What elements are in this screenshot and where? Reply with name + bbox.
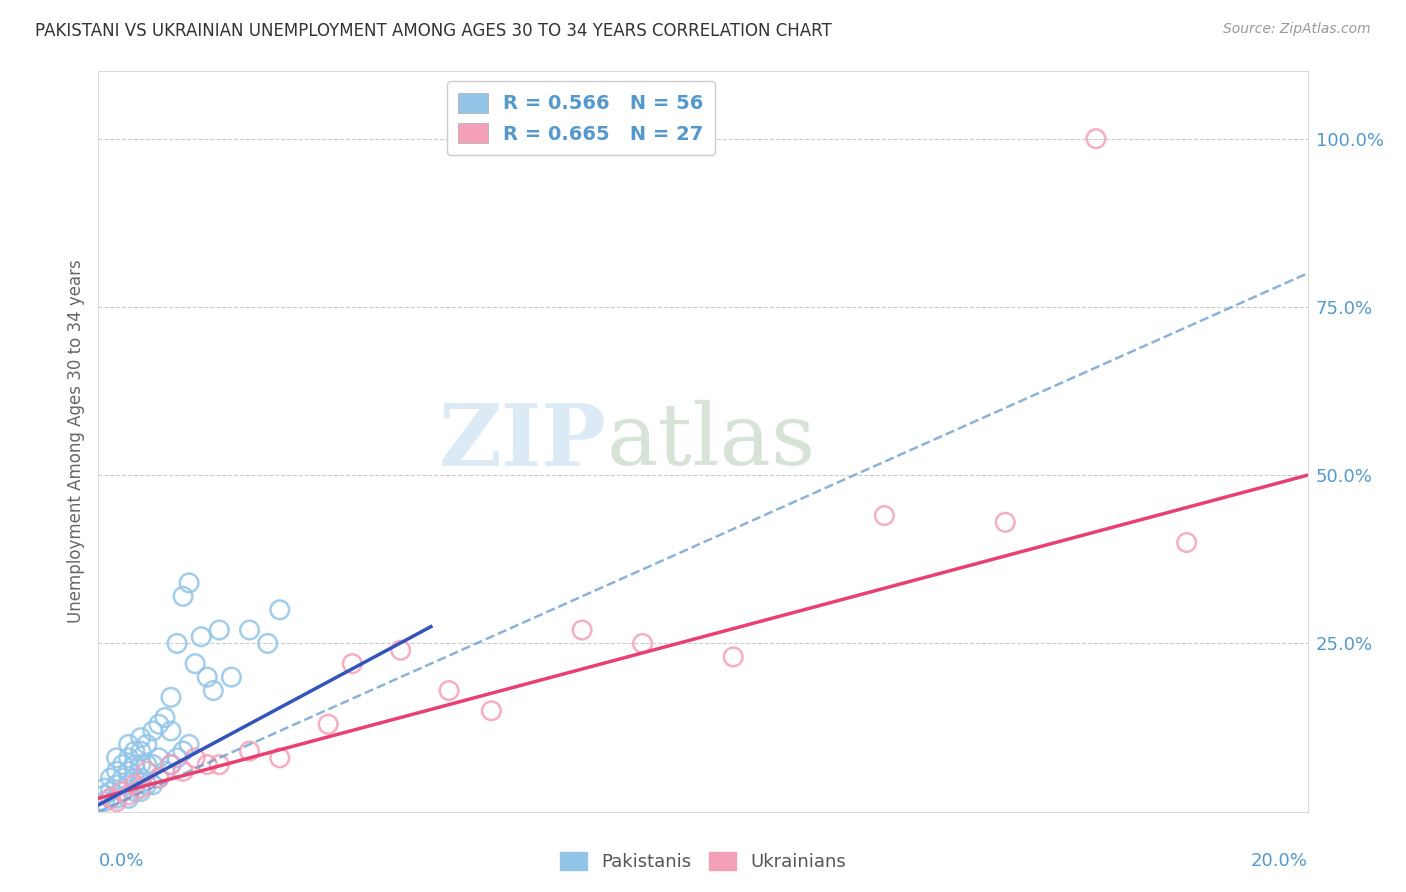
Point bbox=[142, 723, 165, 738]
Point bbox=[160, 757, 183, 772]
Point bbox=[118, 791, 141, 805]
Point bbox=[184, 657, 207, 671]
Point bbox=[124, 757, 146, 772]
Point bbox=[631, 636, 654, 650]
Point bbox=[269, 603, 291, 617]
Point bbox=[202, 683, 225, 698]
Point bbox=[111, 784, 134, 798]
Point bbox=[118, 738, 141, 752]
Point bbox=[172, 744, 194, 758]
Point bbox=[148, 717, 170, 731]
Point bbox=[571, 623, 593, 637]
Point bbox=[208, 623, 231, 637]
Point bbox=[129, 781, 152, 796]
Point bbox=[195, 670, 218, 684]
Point bbox=[148, 751, 170, 765]
Point bbox=[160, 690, 183, 705]
Y-axis label: Unemployment Among Ages 30 to 34 years: Unemployment Among Ages 30 to 34 years bbox=[66, 260, 84, 624]
Point bbox=[118, 778, 141, 792]
Point bbox=[148, 771, 170, 785]
Point bbox=[105, 795, 128, 809]
Point bbox=[179, 738, 201, 752]
Point bbox=[118, 751, 141, 765]
Point bbox=[129, 784, 152, 798]
Point bbox=[105, 791, 128, 805]
Point bbox=[316, 717, 339, 731]
Point bbox=[184, 751, 207, 765]
Point bbox=[93, 795, 115, 809]
Point bbox=[93, 781, 115, 796]
Legend: R = 0.566   N = 56, R = 0.665   N = 27: R = 0.566 N = 56, R = 0.665 N = 27 bbox=[447, 81, 716, 155]
Point bbox=[142, 778, 165, 792]
Point bbox=[342, 657, 364, 671]
Point bbox=[153, 710, 176, 724]
Point bbox=[111, 784, 134, 798]
Point bbox=[208, 757, 231, 772]
Point bbox=[994, 516, 1017, 530]
Point bbox=[221, 670, 243, 684]
Point bbox=[172, 764, 194, 779]
Point bbox=[124, 778, 146, 792]
Point bbox=[166, 636, 188, 650]
Point bbox=[190, 630, 212, 644]
Point bbox=[100, 771, 122, 785]
Point bbox=[135, 757, 157, 772]
Point bbox=[481, 704, 503, 718]
Point bbox=[135, 778, 157, 792]
Point bbox=[129, 731, 152, 745]
Point bbox=[195, 757, 218, 772]
Point bbox=[172, 590, 194, 604]
Point bbox=[437, 683, 460, 698]
Point bbox=[124, 771, 146, 785]
Point bbox=[166, 751, 188, 765]
Text: PAKISTANI VS UKRAINIAN UNEMPLOYMENT AMONG AGES 30 TO 34 YEARS CORRELATION CHART: PAKISTANI VS UKRAINIAN UNEMPLOYMENT AMON… bbox=[35, 22, 832, 40]
Point bbox=[239, 623, 262, 637]
Text: atlas: atlas bbox=[606, 400, 815, 483]
Point bbox=[256, 636, 278, 650]
Point bbox=[135, 764, 157, 779]
Point bbox=[111, 757, 134, 772]
Point bbox=[148, 771, 170, 785]
Point bbox=[1175, 535, 1198, 549]
Point bbox=[111, 771, 134, 785]
Point bbox=[100, 791, 122, 805]
Point bbox=[179, 575, 201, 590]
Point bbox=[269, 751, 291, 765]
Point bbox=[160, 757, 183, 772]
Point bbox=[129, 744, 152, 758]
Point bbox=[118, 764, 141, 779]
Point bbox=[160, 723, 183, 738]
Text: 20.0%: 20.0% bbox=[1251, 853, 1308, 871]
Point bbox=[1085, 131, 1108, 145]
Text: 0.0%: 0.0% bbox=[98, 853, 143, 871]
Point bbox=[124, 784, 146, 798]
Text: ZIP: ZIP bbox=[439, 400, 606, 483]
Legend: Pakistanis, Ukrainians: Pakistanis, Ukrainians bbox=[553, 845, 853, 879]
Point bbox=[124, 744, 146, 758]
Point bbox=[135, 738, 157, 752]
Point bbox=[389, 643, 412, 657]
Point bbox=[93, 788, 115, 802]
Point bbox=[105, 764, 128, 779]
Point bbox=[129, 757, 152, 772]
Point bbox=[873, 508, 896, 523]
Point bbox=[129, 771, 152, 785]
Point bbox=[142, 757, 165, 772]
Point bbox=[723, 649, 745, 664]
Point bbox=[100, 784, 122, 798]
Point bbox=[100, 791, 122, 805]
Point bbox=[118, 788, 141, 802]
Point bbox=[105, 778, 128, 792]
Point bbox=[153, 764, 176, 779]
Text: Source: ZipAtlas.com: Source: ZipAtlas.com bbox=[1223, 22, 1371, 37]
Point bbox=[105, 751, 128, 765]
Point bbox=[239, 744, 262, 758]
